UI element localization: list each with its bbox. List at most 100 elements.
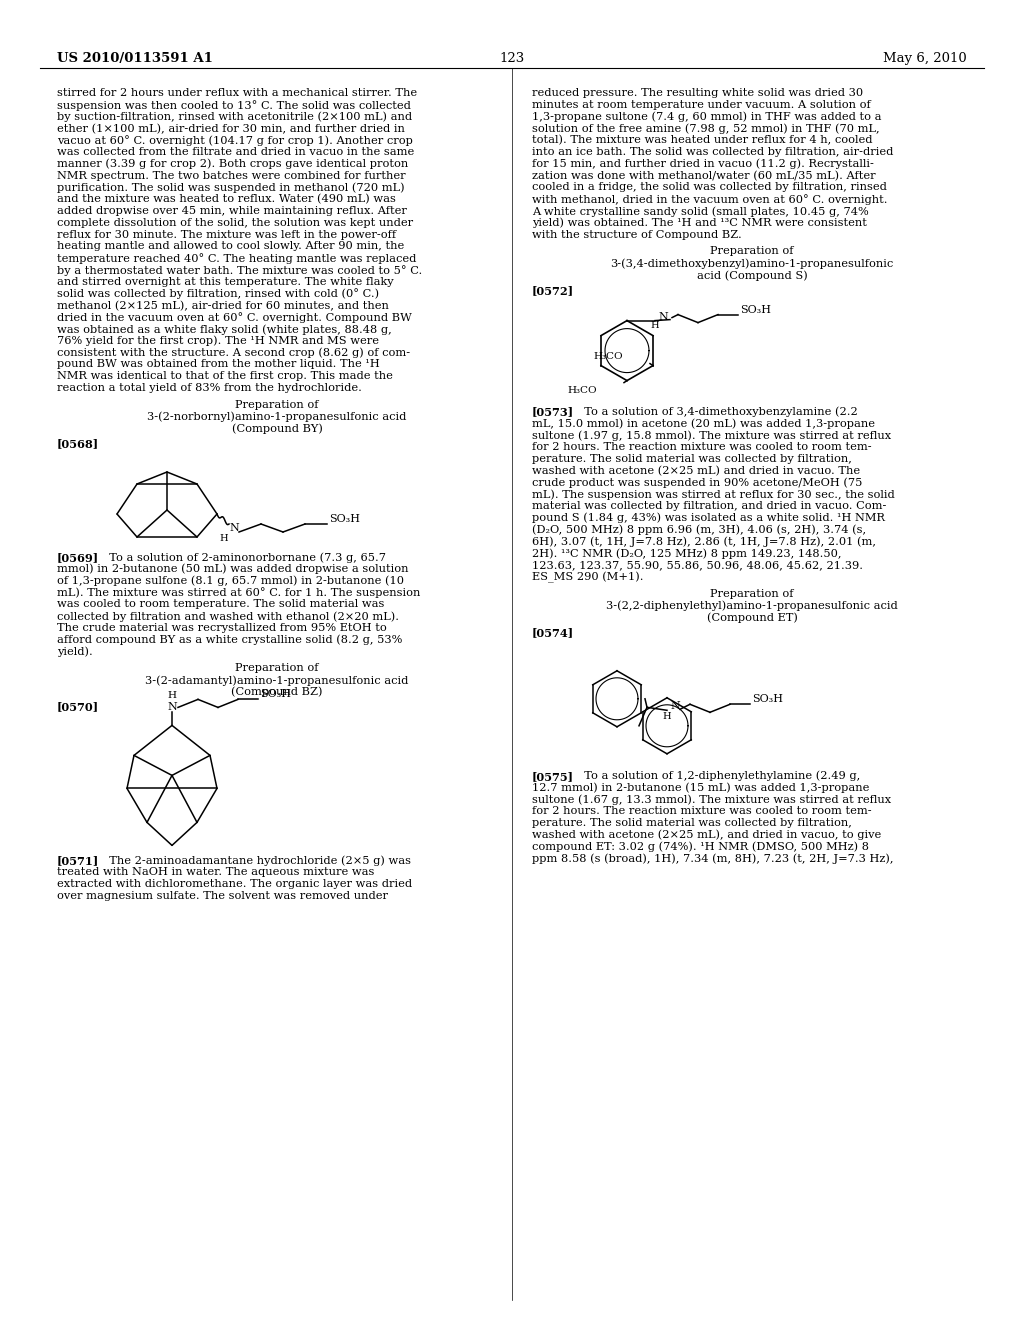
- Text: 3-(2-adamantyl)amino-1-propanesulfonic acid: 3-(2-adamantyl)amino-1-propanesulfonic a…: [145, 675, 409, 685]
- Text: temperature reached 40° C. The heating mantle was replaced: temperature reached 40° C. The heating m…: [57, 253, 417, 264]
- Text: material was collected by filtration, and dried in vacuo. Com-: material was collected by filtration, an…: [532, 502, 887, 511]
- Text: was collected from the filtrate and dried in vacuo in the same: was collected from the filtrate and drie…: [57, 147, 415, 157]
- Text: [0574]: [0574]: [532, 627, 574, 638]
- Text: 123.63, 123.37, 55.90, 55.86, 50.96, 48.06, 45.62, 21.39.: 123.63, 123.37, 55.90, 55.86, 50.96, 48.…: [532, 560, 863, 570]
- Text: for 2 hours. The reaction mixture was cooled to room tem-: for 2 hours. The reaction mixture was co…: [532, 442, 871, 451]
- Text: stirred for 2 hours under reflux with a mechanical stirrer. The: stirred for 2 hours under reflux with a …: [57, 88, 417, 98]
- Text: and the mixture was heated to reflux. Water (490 mL) was: and the mixture was heated to reflux. Wa…: [57, 194, 396, 205]
- Text: N: N: [167, 702, 177, 713]
- Text: (Compound BY): (Compound BY): [231, 424, 323, 434]
- Text: To a solution of 1,2-diphenylethylamine (2.49 g,: To a solution of 1,2-diphenylethylamine …: [577, 771, 860, 781]
- Text: manner (3.39 g for crop 2). Both crops gave identical proton: manner (3.39 g for crop 2). Both crops g…: [57, 158, 409, 169]
- Text: vacuo at 60° C. overnight (104.17 g for crop 1). Another crop: vacuo at 60° C. overnight (104.17 g for …: [57, 135, 413, 147]
- Text: pound S (1.84 g, 43%) was isolated as a white solid. ¹H NMR: pound S (1.84 g, 43%) was isolated as a …: [532, 512, 885, 523]
- Text: [0570]: [0570]: [57, 702, 99, 713]
- Text: yield) was obtained. The ¹H and ¹³C NMR were consistent: yield) was obtained. The ¹H and ¹³C NMR …: [532, 218, 867, 228]
- Text: 6H), 3.07 (t, 1H, J=7.8 Hz), 2.86 (t, 1H, J=7.8 Hz), 2.01 (m,: 6H), 3.07 (t, 1H, J=7.8 Hz), 2.86 (t, 1H…: [532, 536, 876, 546]
- Text: Preparation of: Preparation of: [236, 663, 318, 673]
- Text: May 6, 2010: May 6, 2010: [884, 51, 967, 65]
- Text: Preparation of: Preparation of: [711, 589, 794, 598]
- Text: N: N: [670, 701, 680, 711]
- Text: [0568]: [0568]: [57, 438, 99, 449]
- Text: methanol (2×125 mL), air-dried for 60 minutes, and then: methanol (2×125 mL), air-dried for 60 mi…: [57, 301, 389, 310]
- Text: 123: 123: [500, 51, 524, 65]
- Text: for 15 min, and further dried in vacuo (11.2 g). Recrystalli-: for 15 min, and further dried in vacuo (…: [532, 158, 873, 169]
- Text: H: H: [220, 533, 228, 543]
- Text: To a solution of 2-aminonorbornane (7.3 g, 65.7: To a solution of 2-aminonorbornane (7.3 …: [102, 552, 386, 562]
- Text: [0571]: [0571]: [57, 855, 99, 866]
- Text: complete dissolution of the solid, the solution was kept under: complete dissolution of the solid, the s…: [57, 218, 413, 228]
- Text: was obtained as a white flaky solid (white plates, 88.48 g,: was obtained as a white flaky solid (whi…: [57, 323, 392, 334]
- Text: 76% yield for the first crop). The ¹H NMR and MS were: 76% yield for the first crop). The ¹H NM…: [57, 335, 379, 346]
- Text: collected by filtration and washed with ethanol (2×20 mL).: collected by filtration and washed with …: [57, 611, 399, 622]
- Text: acid (Compound S): acid (Compound S): [696, 271, 807, 281]
- Text: sultone (1.97 g, 15.8 mmol). The mixture was stirred at reflux: sultone (1.97 g, 15.8 mmol). The mixture…: [532, 430, 891, 441]
- Text: purification. The solid was suspended in methanol (720 mL): purification. The solid was suspended in…: [57, 182, 404, 193]
- Text: extracted with dichloromethane. The organic layer was dried: extracted with dichloromethane. The orga…: [57, 879, 412, 888]
- Text: NMR spectrum. The two batches were combined for further: NMR spectrum. The two batches were combi…: [57, 170, 406, 181]
- Text: washed with acetone (2×25 mL) and dried in vacuo. The: washed with acetone (2×25 mL) and dried …: [532, 466, 860, 477]
- Text: reduced pressure. The resulting white solid was dried 30: reduced pressure. The resulting white so…: [532, 88, 863, 98]
- Text: perature. The solid material was collected by filtration,: perature. The solid material was collect…: [532, 818, 852, 828]
- Text: [0569]: [0569]: [57, 552, 99, 564]
- Text: solution of the free amine (7.98 g, 52 mmol) in THF (70 mL,: solution of the free amine (7.98 g, 52 m…: [532, 123, 880, 133]
- Text: H: H: [650, 321, 659, 330]
- Text: mL). The mixture was stirred at 60° C. for 1 h. The suspension: mL). The mixture was stirred at 60° C. f…: [57, 587, 421, 598]
- Text: N: N: [658, 312, 668, 322]
- Text: 3-(2,2-diphenylethyl)amino-1-propanesulfonic acid: 3-(2,2-diphenylethyl)amino-1-propanesulf…: [606, 601, 898, 611]
- Text: heating mantle and allowed to cool slowly. After 90 min, the: heating mantle and allowed to cool slowl…: [57, 242, 404, 251]
- Text: SO₃H: SO₃H: [740, 305, 771, 314]
- Text: N: N: [229, 523, 239, 533]
- Text: 2H). ¹³C NMR (D₂O, 125 MHz) 8 ppm 149.23, 148.50,: 2H). ¹³C NMR (D₂O, 125 MHz) 8 ppm 149.23…: [532, 548, 842, 558]
- Text: minutes at room temperature under vacuum. A solution of: minutes at room temperature under vacuum…: [532, 100, 870, 110]
- Text: [0573]: [0573]: [532, 407, 574, 417]
- Text: for 2 hours. The reaction mixture was cooled to room tem-: for 2 hours. The reaction mixture was co…: [532, 807, 871, 816]
- Text: sultone (1.67 g, 13.3 mmol). The mixture was stirred at reflux: sultone (1.67 g, 13.3 mmol). The mixture…: [532, 795, 891, 805]
- Text: mL). The suspension was stirred at reflux for 30 sec., the solid: mL). The suspension was stirred at reflu…: [532, 490, 895, 500]
- Text: with the structure of Compound BZ.: with the structure of Compound BZ.: [532, 230, 741, 240]
- Text: A white crystalline sandy solid (small plates, 10.45 g, 74%: A white crystalline sandy solid (small p…: [532, 206, 868, 216]
- Text: 12.7 mmol) in 2-butanone (15 mL) was added 1,3-propane: 12.7 mmol) in 2-butanone (15 mL) was add…: [532, 783, 869, 793]
- Text: SO₃H: SO₃H: [752, 694, 783, 705]
- Text: (Compound BZ): (Compound BZ): [231, 686, 323, 697]
- Text: Preparation of: Preparation of: [711, 247, 794, 256]
- Text: consistent with the structure. A second crop (8.62 g) of com-: consistent with the structure. A second …: [57, 347, 411, 358]
- Text: crude product was suspended in 90% acetone/MeOH (75: crude product was suspended in 90% aceto…: [532, 478, 862, 488]
- Text: 3-(3,4-dimethoxybenzyl)amino-1-propanesulfonic: 3-(3,4-dimethoxybenzyl)amino-1-propanesu…: [610, 259, 894, 269]
- Text: Preparation of: Preparation of: [236, 400, 318, 409]
- Text: [0575]: [0575]: [532, 771, 574, 781]
- Text: mmol) in 2-butanone (50 mL) was added dropwise a solution: mmol) in 2-butanone (50 mL) was added dr…: [57, 564, 409, 574]
- Text: cooled in a fridge, the solid was collected by filtration, rinsed: cooled in a fridge, the solid was collec…: [532, 182, 887, 193]
- Text: [0572]: [0572]: [532, 285, 574, 296]
- Text: by a thermostated water bath. The mixture was cooled to 5° C.: by a thermostated water bath. The mixtur…: [57, 265, 422, 276]
- Text: with methanol, dried in the vacuum oven at 60° C. overnight.: with methanol, dried in the vacuum oven …: [532, 194, 888, 205]
- Text: US 2010/0113591 A1: US 2010/0113591 A1: [57, 51, 213, 65]
- Text: H: H: [168, 690, 176, 700]
- Text: zation was done with methanol/water (60 mL/35 mL). After: zation was done with methanol/water (60 …: [532, 170, 876, 181]
- Text: treated with NaOH in water. The aqueous mixture was: treated with NaOH in water. The aqueous …: [57, 867, 375, 878]
- Text: (Compound ET): (Compound ET): [707, 612, 798, 623]
- Text: compound ET: 3.02 g (74%). ¹H NMR (DMSO, 500 MHz) 8: compound ET: 3.02 g (74%). ¹H NMR (DMSO,…: [532, 842, 869, 853]
- Text: perature. The solid material was collected by filtration,: perature. The solid material was collect…: [532, 454, 852, 463]
- Text: The crude material was recrystallized from 95% EtOH to: The crude material was recrystallized fr…: [57, 623, 387, 632]
- Text: into an ice bath. The solid was collected by filtration, air-dried: into an ice bath. The solid was collecte…: [532, 147, 893, 157]
- Text: suspension was then cooled to 13° C. The solid was collected: suspension was then cooled to 13° C. The…: [57, 100, 411, 111]
- Text: NMR was identical to that of the first crop. This made the: NMR was identical to that of the first c…: [57, 371, 393, 381]
- Text: was cooled to room temperature. The solid material was: was cooled to room temperature. The soli…: [57, 599, 384, 610]
- Text: reaction a total yield of 83% from the hydrochloride.: reaction a total yield of 83% from the h…: [57, 383, 361, 393]
- Text: ES_MS 290 (M+1).: ES_MS 290 (M+1).: [532, 572, 643, 583]
- Text: SO₃H: SO₃H: [260, 689, 291, 700]
- Text: 1,3-propane sultone (7.4 g, 60 mmol) in THF was added to a: 1,3-propane sultone (7.4 g, 60 mmol) in …: [532, 112, 882, 123]
- Text: 3-(2-norbornyl)amino-1-propanesulfonic acid: 3-(2-norbornyl)amino-1-propanesulfonic a…: [147, 412, 407, 422]
- Text: over magnesium sulfate. The solvent was removed under: over magnesium sulfate. The solvent was …: [57, 891, 388, 900]
- Text: H₃CO: H₃CO: [593, 352, 623, 362]
- Text: washed with acetone (2×25 mL), and dried in vacuo, to give: washed with acetone (2×25 mL), and dried…: [532, 830, 882, 841]
- Text: H₃CO: H₃CO: [567, 387, 597, 395]
- Text: SO₃H: SO₃H: [329, 513, 360, 524]
- Text: ether (1×100 mL), air-dried for 30 min, and further dried in: ether (1×100 mL), air-dried for 30 min, …: [57, 123, 404, 133]
- Text: added dropwise over 45 min, while maintaining reflux. After: added dropwise over 45 min, while mainta…: [57, 206, 407, 216]
- Text: afford compound BY as a white crystalline solid (8.2 g, 53%: afford compound BY as a white crystallin…: [57, 635, 402, 645]
- Text: The 2-aminoadamantane hydrochloride (2×5 g) was: The 2-aminoadamantane hydrochloride (2×5…: [102, 855, 411, 866]
- Text: by suction-filtration, rinsed with acetonitrile (2×100 mL) and: by suction-filtration, rinsed with aceto…: [57, 112, 412, 123]
- Text: solid was collected by filtration, rinsed with cold (0° C.): solid was collected by filtration, rinse…: [57, 289, 379, 300]
